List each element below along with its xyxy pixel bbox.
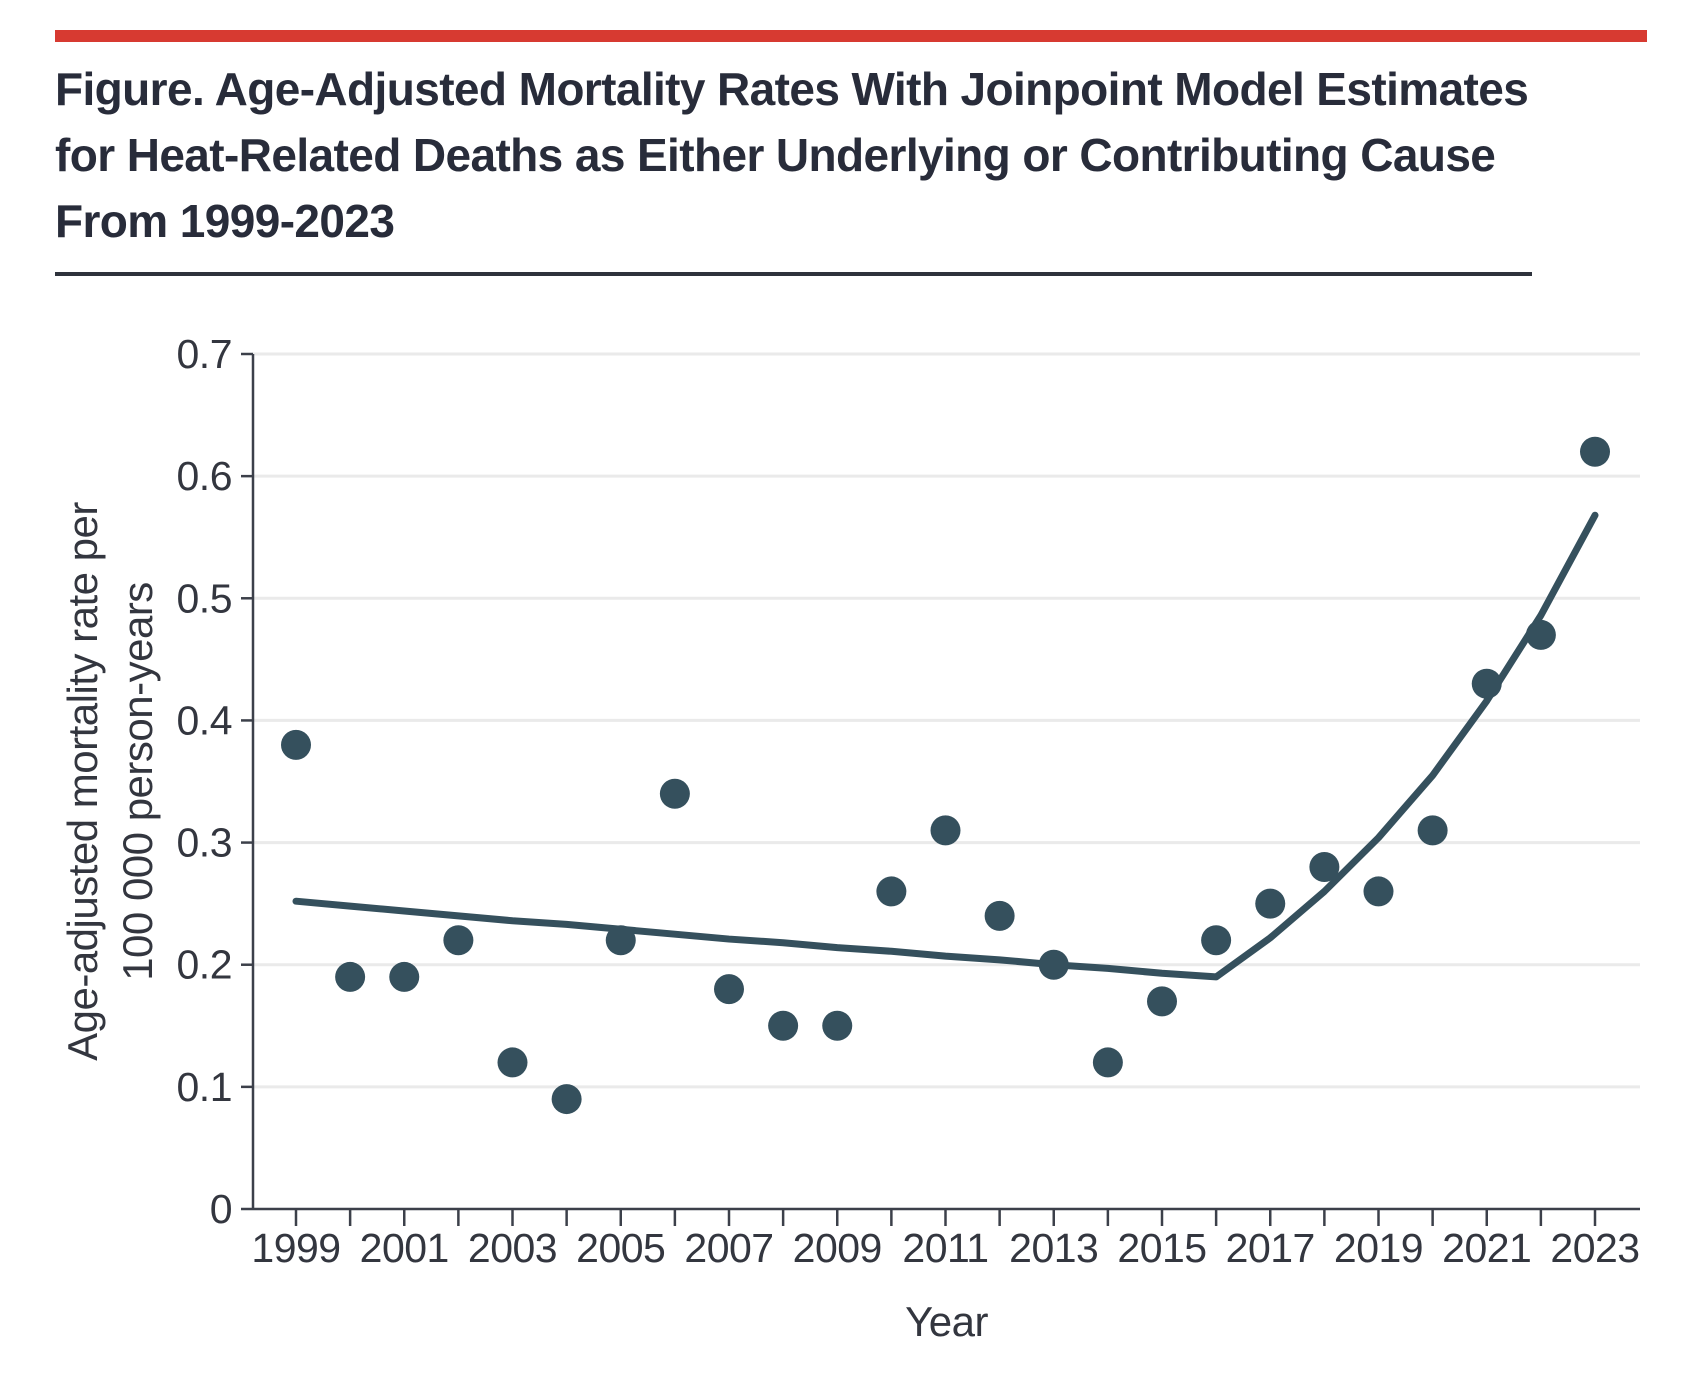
data-point-1999 bbox=[281, 729, 311, 760]
x-axis-title: Year bbox=[905, 1298, 988, 1345]
data-point-2012 bbox=[984, 900, 1015, 931]
x-tick-label: 2015 bbox=[1117, 1225, 1206, 1271]
x-tick-label: 2007 bbox=[684, 1225, 773, 1271]
x-tick-label: 1999 bbox=[251, 1225, 340, 1271]
x-tick-label: 2021 bbox=[1442, 1225, 1531, 1271]
data-point-2007 bbox=[714, 974, 744, 1005]
data-point-2015 bbox=[1147, 986, 1177, 1017]
data-point-2022 bbox=[1525, 619, 1556, 650]
figure-title-line-1: Figure. Age-Adjusted Mortality Rates Wit… bbox=[55, 63, 1529, 115]
data-point-2004 bbox=[551, 1084, 582, 1115]
figure-title-line-3: From 1999-2023 bbox=[55, 195, 395, 247]
x-tick-label: 2011 bbox=[902, 1225, 988, 1271]
y-tick-label: 0.2 bbox=[177, 942, 233, 988]
data-point-2008 bbox=[768, 1010, 799, 1041]
x-tick-label: 2009 bbox=[793, 1225, 882, 1271]
data-point-2000 bbox=[335, 961, 366, 992]
data-point-2016 bbox=[1201, 925, 1232, 956]
data-point-2014 bbox=[1092, 1047, 1123, 1078]
y-axis-title-line-2: 100 000 person-years bbox=[114, 582, 161, 981]
figure-title-line-2: for Heat-Related Deaths as Either Underl… bbox=[55, 129, 1496, 181]
title-divider bbox=[55, 272, 1532, 276]
data-point-2006 bbox=[659, 778, 690, 809]
data-point-2017 bbox=[1255, 888, 1286, 919]
y-tick-label: 0.3 bbox=[177, 820, 233, 866]
data-point-2005 bbox=[605, 925, 636, 956]
data-point-2013 bbox=[1038, 949, 1069, 980]
y-tick-label: 0.7 bbox=[177, 331, 233, 377]
x-tick-label: 2001 bbox=[360, 1225, 449, 1271]
data-point-2023 bbox=[1580, 436, 1610, 467]
x-tick-label: 2003 bbox=[468, 1225, 557, 1271]
data-point-2020 bbox=[1417, 815, 1448, 846]
y-axis-title-line-1: Age-adjusted mortality rate per bbox=[59, 502, 106, 1061]
figure-title: Figure. Age-Adjusted Mortality Rates Wit… bbox=[55, 56, 1529, 254]
data-point-2019 bbox=[1363, 876, 1394, 907]
data-point-2010 bbox=[876, 876, 907, 907]
y-tick-label: 0.5 bbox=[177, 575, 233, 621]
accent-bar bbox=[55, 30, 1647, 42]
y-tick-label: 0.1 bbox=[177, 1064, 233, 1110]
data-point-2011 bbox=[930, 815, 961, 846]
data-point-2018 bbox=[1309, 852, 1340, 882]
y-tick-label: 0.6 bbox=[177, 453, 233, 499]
x-tick-label: 2013 bbox=[1009, 1225, 1098, 1271]
y-tick-label: 0 bbox=[210, 1186, 232, 1232]
data-point-2021 bbox=[1471, 668, 1502, 699]
data-point-2003 bbox=[497, 1047, 528, 1078]
data-point-2009 bbox=[822, 1010, 853, 1041]
data-point-2001 bbox=[389, 961, 420, 992]
y-tick-label: 0.4 bbox=[177, 697, 233, 743]
x-tick-label: 2017 bbox=[1226, 1225, 1315, 1271]
x-tick-label: 2023 bbox=[1550, 1225, 1639, 1271]
x-tick-label: 2019 bbox=[1334, 1225, 1423, 1271]
x-tick-label: 2005 bbox=[576, 1225, 665, 1271]
joinpoint-line bbox=[292, 511, 1599, 981]
data-point-2002 bbox=[443, 925, 474, 956]
